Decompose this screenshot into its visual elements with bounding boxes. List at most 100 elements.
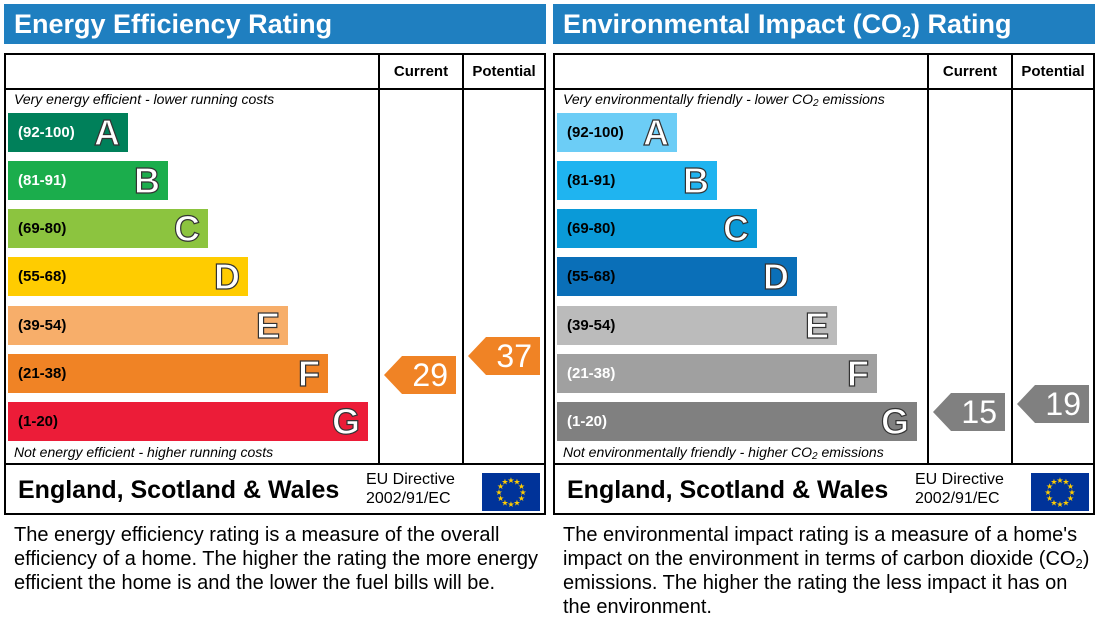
column-header-potential: Potential	[1021, 63, 1085, 80]
eu-directive: EU Directive 2002/91/EC	[366, 470, 455, 508]
chart-title: Energy Efficiency Rating	[4, 4, 546, 44]
band-range-label: (81-91)	[567, 172, 616, 189]
band-letter: F	[297, 353, 320, 394]
band-letter: B	[682, 160, 709, 201]
rating-band-e: (39-54) E	[8, 305, 288, 346]
header-divider	[555, 88, 1093, 90]
rating-band-a: (92-100) A	[8, 112, 128, 153]
header-divider	[6, 88, 544, 90]
band-range-label: (1-20)	[18, 413, 59, 430]
band-letter: D	[213, 256, 240, 297]
top-note: Very environmentally friendly - lower CO…	[563, 91, 885, 109]
footer-region: England, Scotland & Wales	[18, 476, 340, 504]
footer-region: England, Scotland & Wales	[567, 476, 889, 504]
band-letter: E	[255, 305, 280, 346]
eu-star: ★	[497, 482, 504, 491]
band-range-label: (1-20)	[567, 413, 608, 430]
energy-efficiency-panel: Energy Efficiency Rating Current Potential…	[4, 4, 546, 610]
eu-star: ★	[1067, 494, 1074, 503]
eu-star: ★	[1046, 482, 1053, 491]
eu-directive: EU Directive 2002/91/EC	[915, 470, 1004, 508]
eu-star: ★	[1046, 494, 1053, 503]
column-header-potential: Potential	[472, 63, 536, 80]
band-range-label: (21-38)	[567, 365, 616, 382]
column-divider	[462, 55, 464, 465]
column-header-current: Current	[942, 63, 998, 80]
eu-star: ★	[1044, 488, 1051, 497]
band-letter: E	[804, 305, 829, 346]
current-rating-value: 29	[412, 357, 448, 393]
rating-band-e: (39-54) E	[557, 305, 837, 346]
band-range-label: (21-38)	[18, 365, 67, 382]
band-letter: C	[722, 208, 749, 249]
band-range-label: (69-80)	[567, 220, 616, 237]
eu-star: ★	[501, 478, 508, 487]
rating-band-g: (1-20) G	[8, 401, 368, 442]
current-rating-arrow: 29	[384, 356, 456, 394]
column-divider	[927, 55, 929, 465]
column-divider	[378, 55, 380, 465]
energy-description: The energy efficiency rating is a measur…	[14, 524, 539, 594]
eu-star: ★	[513, 478, 520, 487]
rating-band-d: (55-68) D	[8, 256, 248, 297]
eu-star: ★	[1062, 498, 1069, 507]
band-range-label: (69-80)	[18, 220, 67, 237]
chart-title: Environmental Impact (CO2) Rating	[553, 4, 1095, 44]
eu-star: ★	[507, 500, 514, 509]
band-letter: A	[642, 112, 669, 153]
rating-table: Current Potential Very environmentally fri…	[553, 53, 1095, 515]
eu-star: ★	[501, 498, 508, 507]
eu-star: ★	[1068, 488, 1075, 497]
rating-band-f: (21-38) F	[8, 353, 328, 394]
band-letter: A	[93, 112, 120, 153]
current-rating-arrow: 15	[933, 393, 1005, 431]
column-divider	[1011, 55, 1013, 465]
bottom-note: Not energy efficient - higher running co…	[14, 444, 274, 460]
band-letter: G	[331, 401, 360, 442]
rating-band-g: (1-20) G	[557, 401, 917, 442]
column-header-current: Current	[393, 63, 449, 80]
environmental-impact-panel: Environmental Impact (CO2) Rating Current…	[553, 4, 1095, 618]
band-letter: G	[880, 401, 909, 442]
environment-description: The environmental impact rating is a mea…	[563, 524, 1090, 618]
rating-band-c: (69-80) C	[8, 208, 208, 249]
eu-star: ★	[1050, 498, 1057, 507]
band-range-label: (81-91)	[18, 172, 67, 189]
rating-band-c: (69-80) C	[557, 208, 757, 249]
rating-band-f: (21-38) F	[557, 353, 877, 394]
eu-star: ★	[1056, 476, 1063, 485]
footer-divider	[555, 463, 1093, 465]
eu-star: ★	[1056, 500, 1063, 509]
eu-star: ★	[513, 498, 520, 507]
eu-star: ★	[495, 488, 502, 497]
top-note: Very energy efficient - lower running co…	[14, 91, 275, 107]
rating-band-d: (55-68) D	[557, 256, 797, 297]
eu-star: ★	[497, 494, 504, 503]
band-range-label: (55-68)	[567, 268, 616, 285]
band-range-label: (92-100)	[567, 124, 624, 141]
band-letter: C	[173, 208, 200, 249]
band-letter: B	[133, 160, 160, 201]
rating-band-b: (81-91) B	[557, 160, 717, 201]
eu-directive-line1: EU Directive	[366, 471, 455, 488]
eu-star: ★	[518, 482, 525, 491]
potential-rating-arrow: 19	[1017, 385, 1089, 423]
eu-directive-line2: 2002/91/EC	[915, 490, 1000, 507]
footer-divider	[6, 463, 544, 465]
potential-rating-value: 37	[496, 338, 532, 374]
eu-directive-line2: 2002/91/EC	[366, 490, 451, 507]
eu-flag-icon: ★ ★ ★ ★ ★ ★ ★ ★ ★ ★ ★ ★	[1031, 473, 1089, 511]
eu-star: ★	[507, 476, 514, 485]
current-rating-value: 15	[961, 394, 997, 430]
band-range-label: (39-54)	[18, 317, 67, 334]
eu-flag-icon: ★ ★ ★ ★ ★ ★ ★ ★ ★ ★ ★ ★	[482, 473, 540, 511]
eu-star: ★	[1067, 482, 1074, 491]
band-range-label: (55-68)	[18, 268, 67, 285]
band-letter: F	[846, 353, 869, 394]
potential-rating-value: 19	[1045, 386, 1081, 422]
band-letter: D	[762, 256, 789, 297]
bottom-note: Not environmentally friendly - higher CO…	[563, 444, 884, 462]
eu-star: ★	[1062, 478, 1069, 487]
eu-star: ★	[519, 488, 526, 497]
rating-band-b: (81-91) B	[8, 160, 168, 201]
